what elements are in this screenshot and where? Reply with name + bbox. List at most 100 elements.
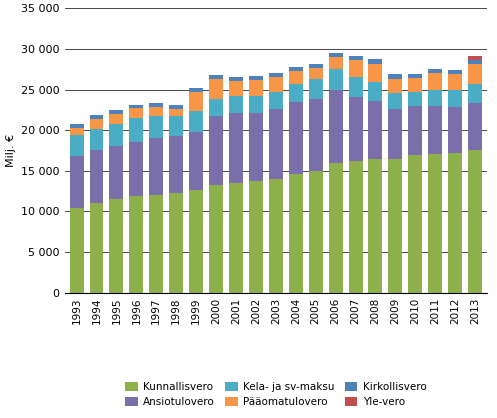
Bar <box>89 203 103 293</box>
Bar <box>389 74 403 79</box>
Bar <box>368 59 383 64</box>
Bar <box>329 69 342 90</box>
Bar <box>89 119 103 129</box>
Bar <box>229 81 243 96</box>
Bar <box>329 163 342 293</box>
Bar <box>409 74 422 78</box>
Bar <box>149 195 163 293</box>
Bar <box>189 132 203 190</box>
Bar <box>129 196 143 293</box>
Bar <box>468 60 482 64</box>
Bar <box>309 171 323 293</box>
Bar <box>269 109 283 179</box>
Bar <box>368 82 383 101</box>
Bar <box>269 76 283 92</box>
Bar <box>309 99 323 171</box>
Bar <box>289 71 303 84</box>
Bar <box>348 56 362 60</box>
Bar <box>428 73 442 89</box>
Bar <box>169 116 183 136</box>
Bar <box>169 109 183 116</box>
Bar <box>309 79 323 99</box>
Bar <box>448 89 462 107</box>
Bar <box>149 115 163 138</box>
Bar <box>169 105 183 109</box>
Bar <box>249 76 263 80</box>
Bar <box>428 69 442 73</box>
Bar <box>70 156 83 208</box>
Bar <box>149 138 163 195</box>
Bar <box>448 69 462 74</box>
Bar <box>229 96 243 113</box>
Bar <box>409 106 422 155</box>
Bar <box>209 79 223 99</box>
Bar <box>289 102 303 174</box>
Bar <box>189 92 203 112</box>
Bar <box>169 136 183 193</box>
Bar <box>389 79 403 93</box>
Bar <box>468 84 482 102</box>
Bar <box>428 106 442 154</box>
Bar <box>189 112 203 132</box>
Bar <box>329 53 342 57</box>
Y-axis label: Milj. €: Milj. € <box>5 134 15 167</box>
Bar <box>289 84 303 102</box>
Bar <box>468 102 482 150</box>
Bar <box>348 97 362 161</box>
Bar <box>348 60 362 77</box>
Bar <box>309 69 323 79</box>
Bar <box>468 64 482 84</box>
Bar <box>70 128 83 135</box>
Bar <box>348 77 362 97</box>
Bar <box>269 179 283 293</box>
Bar <box>149 103 163 107</box>
Bar <box>389 109 403 158</box>
Bar <box>70 125 83 128</box>
Bar <box>428 154 442 293</box>
Bar <box>409 92 422 106</box>
Bar <box>89 115 103 119</box>
Bar <box>348 161 362 293</box>
Bar <box>109 124 123 146</box>
Bar <box>70 208 83 293</box>
Bar <box>409 155 422 293</box>
Bar <box>129 118 143 142</box>
Bar <box>209 186 223 293</box>
Bar <box>368 64 383 82</box>
Bar <box>389 158 403 293</box>
Bar <box>109 114 123 124</box>
Bar <box>249 80 263 96</box>
Bar <box>289 66 303 71</box>
Bar <box>109 110 123 114</box>
Bar <box>189 88 203 92</box>
Bar <box>129 104 143 108</box>
Bar <box>229 113 243 183</box>
Bar <box>209 75 223 79</box>
Legend: Kunnallisvero, Ansiotulovero, Kela- ja sv-maksu, Pääomatulovero, Kirkollisvero, : Kunnallisvero, Ansiotulovero, Kela- ja s… <box>121 377 430 411</box>
Bar <box>468 56 482 60</box>
Bar <box>329 57 342 69</box>
Bar <box>129 142 143 196</box>
Bar <box>269 72 283 76</box>
Bar <box>428 89 442 106</box>
Bar <box>269 92 283 109</box>
Bar <box>70 135 83 156</box>
Bar <box>209 99 223 115</box>
Bar <box>169 193 183 293</box>
Bar <box>468 150 482 293</box>
Bar <box>409 78 422 92</box>
Bar <box>389 93 403 109</box>
Bar <box>249 96 263 113</box>
Bar <box>229 76 243 81</box>
Bar <box>149 107 163 115</box>
Bar <box>368 158 383 293</box>
Bar <box>229 183 243 293</box>
Bar <box>129 108 143 118</box>
Bar <box>109 199 123 293</box>
Bar <box>109 146 123 199</box>
Bar <box>189 190 203 293</box>
Bar <box>209 115 223 186</box>
Bar <box>249 113 263 181</box>
Bar <box>329 90 342 163</box>
Bar <box>448 153 462 293</box>
